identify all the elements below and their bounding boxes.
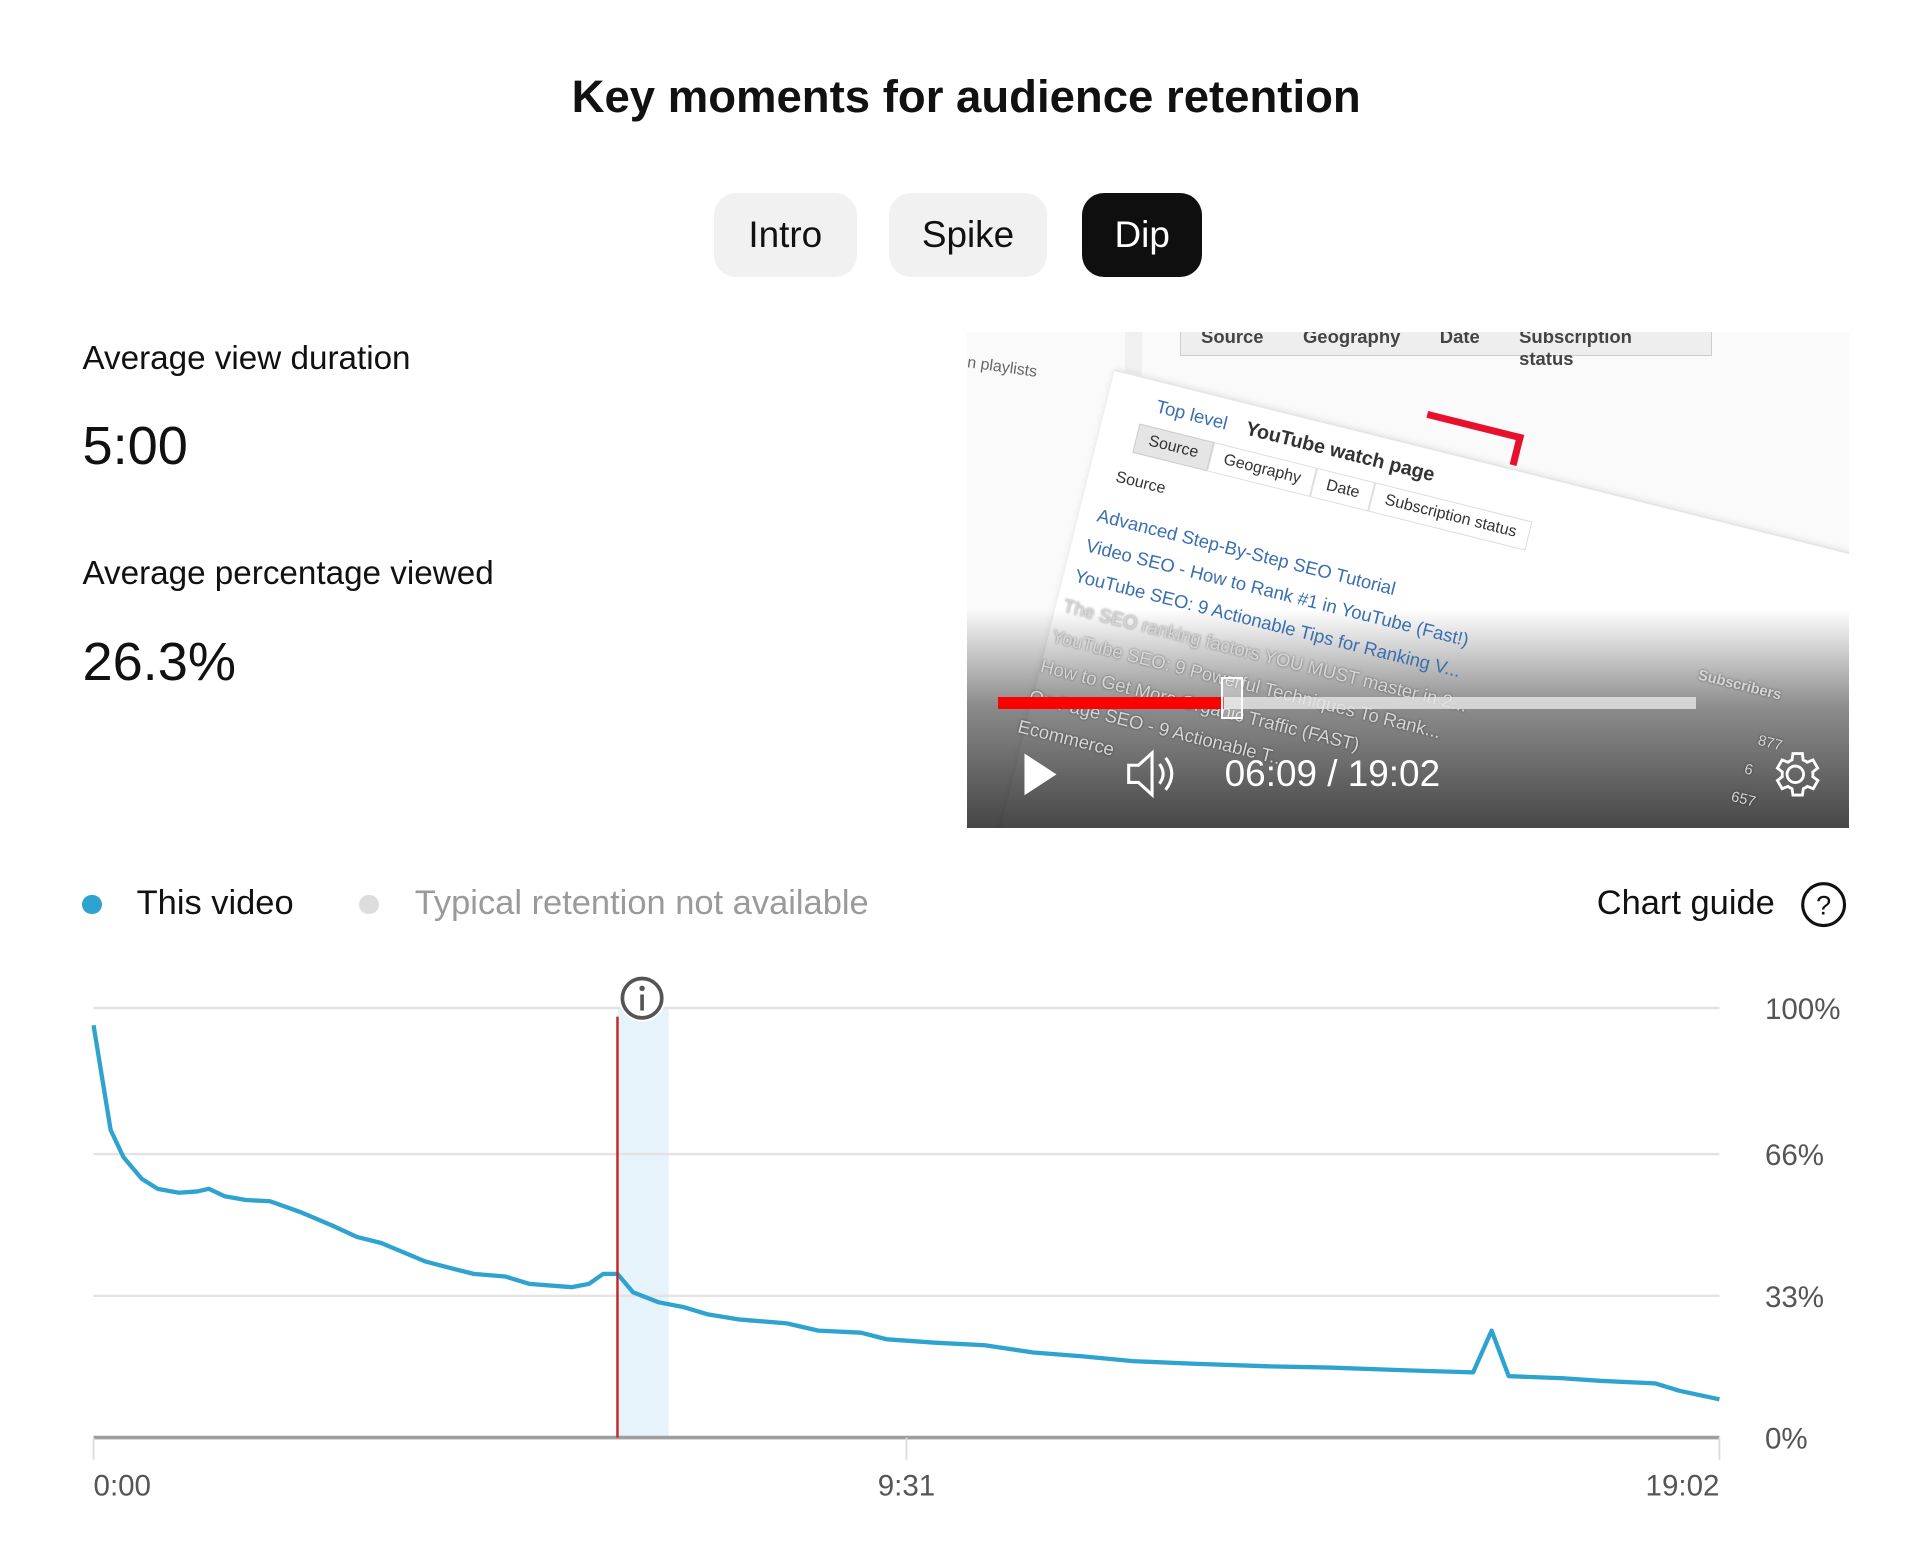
chart-guide-link[interactable]: Chart guide [1596,883,1775,922]
progress-bar[interactable] [998,676,1697,719]
frame-tab: Subscription status [1519,332,1632,369]
tab-dip[interactable]: Dip [1081,193,1203,277]
avg-view-duration-value: 5:00 [82,415,188,476]
tab-intro[interactable]: Intro [713,193,857,277]
settings-gear-icon[interactable] [1767,746,1824,803]
info-icon-dot [639,985,645,992]
video-controls-gradient [967,609,1849,829]
chart-legend: This video Typical retention not availab… [0,880,1920,929]
tab-spike[interactable]: Spike [888,193,1048,277]
y-tick-label: 0% [1765,1423,1808,1456]
frame-tab: Date [1439,332,1480,347]
frame-tab: Source [1201,332,1264,347]
x-tick-label: 19:02 [1646,1469,1720,1502]
avg-view-duration-label: Average view duration [82,339,411,377]
play-icon[interactable] [1022,751,1059,798]
progress-fill [998,696,1224,709]
time-display: 06:09 / 19:02 [1224,753,1441,795]
x-tick-label: 9:31 [878,1469,935,1502]
this-video-legend-dot [82,894,103,915]
help-icon[interactable]: ? [1799,880,1848,929]
frame-tab: Geography [1302,332,1401,347]
video-player[interactable]: Source Geography Date Subscription statu… [967,332,1849,829]
typical-legend-dot [359,894,380,915]
page-title: Key moments for audience retention [571,71,1361,123]
avg-pct-viewed-value: 26.3% [82,632,236,693]
y-tick-label: 100% [1765,993,1840,1026]
legend-typical-retention: Typical retention not available [414,883,869,922]
avg-pct-viewed-label: Average percentage viewed [82,555,494,593]
y-tick-label: 33% [1765,1281,1824,1314]
svg-text:?: ? [1817,889,1832,920]
legend-this-video[interactable]: This video [136,883,294,922]
x-tick-label: 0:00 [94,1469,151,1502]
highlight-band [617,1008,669,1438]
retention-line-this-video [91,1024,1720,1402]
y-tick-label: 66% [1765,1139,1824,1172]
volume-icon[interactable] [1125,748,1179,800]
progress-handle[interactable] [1221,676,1244,719]
